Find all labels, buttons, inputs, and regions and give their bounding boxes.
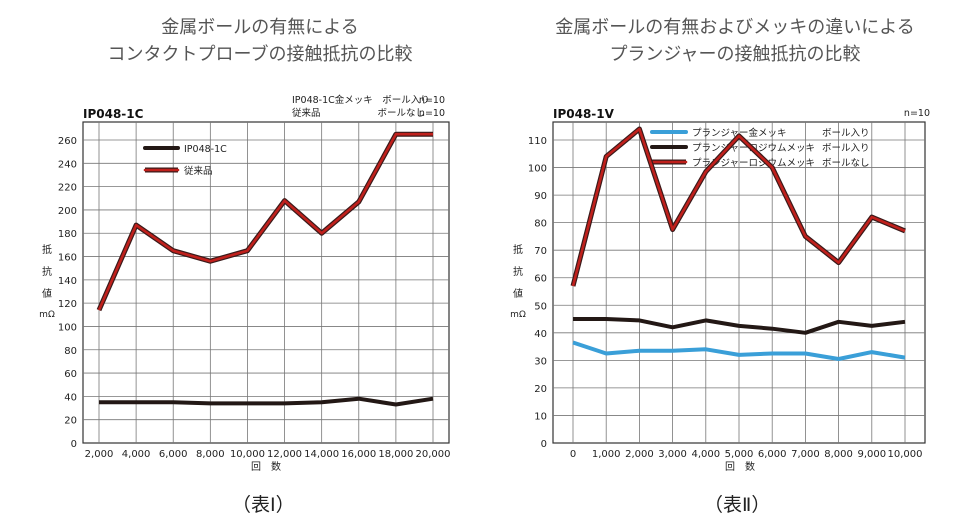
x-tick-label: 0: [570, 449, 576, 460]
x-tick-label: 1,000: [592, 449, 621, 460]
y-tick-label: 30: [534, 356, 547, 367]
y-axis-label: 抗: [42, 265, 52, 278]
plot-frame: [82, 121, 450, 444]
chart-title: IP048-1C: [83, 107, 144, 121]
y-tick-label: 120: [58, 299, 77, 310]
y-axis-label: 値: [42, 287, 52, 300]
x-tick-label: 12,000: [267, 449, 302, 460]
x-tick-label: 8,000: [824, 449, 853, 460]
y-tick-label: 90: [534, 191, 547, 202]
x-axis-label: 回 数: [725, 460, 755, 473]
x-tick-label: 8,000: [196, 449, 225, 460]
y-tick-label: 60: [64, 369, 77, 380]
y-tick-label: 50: [534, 301, 547, 312]
y-tick-label: 70: [534, 246, 547, 257]
note-sample-size: n=10: [419, 108, 445, 119]
x-tick-label: 2,000: [625, 449, 654, 460]
y-tick-label: 40: [534, 329, 547, 340]
y-tick-label: 260: [58, 136, 77, 147]
x-axis-label: 回 数: [251, 460, 281, 473]
legend-label: IP048-1C: [184, 144, 227, 155]
series-line: [571, 127, 906, 287]
right-heading-line-1: 金属ボールの有無およびメッキの違いによる: [555, 17, 915, 38]
legend-tag: ボール入り: [822, 128, 870, 139]
y-tick-label: 60: [534, 274, 547, 285]
y-tick-label: 80: [64, 346, 77, 357]
x-tick-label: 4,000: [691, 449, 720, 460]
note-sample-size: n=10: [904, 108, 930, 119]
x-tick-label: 18,000: [378, 449, 413, 460]
y-axis-label: 抵: [42, 243, 52, 256]
note-text: 従来品 ボールなし: [292, 107, 425, 119]
series-line: [99, 396, 434, 407]
x-tick-label: 3,000: [658, 449, 687, 460]
x-tick-label: 16,000: [341, 449, 376, 460]
y-tick-label: 40: [64, 392, 77, 403]
x-tick-label: 14,000: [304, 449, 339, 460]
x-tick-label: 6,000: [758, 449, 787, 460]
y-tick-label: 220: [58, 183, 77, 194]
y-tick-label: 0: [71, 439, 77, 450]
note-sample-size: n=10: [419, 95, 445, 106]
chart-title: IP048-1V: [553, 107, 615, 121]
y-tick-label: 80: [534, 219, 547, 230]
x-tick-label: 20,000: [416, 449, 451, 460]
y-axis-label: 抵: [513, 243, 523, 256]
y-tick-label: 160: [58, 253, 77, 264]
x-tick-label: 7,000: [791, 449, 820, 460]
x-tick-label: 4,000: [122, 449, 151, 460]
left-heading-line-2: コンタクトプローブの接触抵抗の比較: [107, 44, 413, 65]
legend-label: プランジャーロジウムメッキ: [692, 158, 815, 169]
y-tick-label: 110: [528, 136, 547, 147]
legend-label: プランジャー金メッキ: [692, 127, 787, 139]
x-tick-label: 10,000: [230, 449, 265, 460]
left-caption: （表Ⅰ）: [232, 494, 295, 516]
x-tick-label: 10,000: [888, 449, 923, 460]
legend-label: 従来品: [184, 165, 213, 177]
y-axis-label: mΩ: [39, 310, 55, 320]
x-tick-label: 2,000: [85, 449, 114, 460]
series-line: [573, 317, 906, 335]
y-tick-label: 140: [58, 276, 77, 287]
x-tick-label: 9,000: [857, 449, 886, 460]
legend-tag: ボールなし: [822, 158, 870, 169]
y-tick-label: 180: [58, 229, 77, 240]
y-axis-label: 値: [513, 287, 523, 300]
series-line: [572, 340, 906, 361]
x-tick-label: 5,000: [725, 449, 754, 460]
y-tick-label: 20: [64, 416, 77, 427]
note-text: IP048-1C金メッキ ボール入り: [292, 94, 430, 106]
left-heading-line-1: 金属ボールの有無による: [161, 17, 359, 38]
y-tick-label: 0: [541, 439, 547, 450]
y-tick-label: 200: [58, 206, 77, 217]
y-tick-label: 20: [534, 384, 547, 395]
legend-tag: ボール入り: [822, 143, 870, 154]
y-tick-label: 10: [534, 411, 547, 422]
right-caption: （表Ⅱ）: [704, 494, 771, 516]
y-tick-label: 240: [58, 159, 77, 170]
y-tick-label: 100: [58, 322, 77, 333]
right-heading-line-2: プランジャーの接触抵抗の比較: [609, 44, 861, 65]
x-tick-label: 6,000: [159, 449, 188, 460]
y-axis-label: mΩ: [510, 310, 526, 320]
y-tick-label: 100: [528, 164, 547, 175]
y-axis-label: 抗: [513, 265, 523, 278]
series-line: [97, 132, 433, 311]
